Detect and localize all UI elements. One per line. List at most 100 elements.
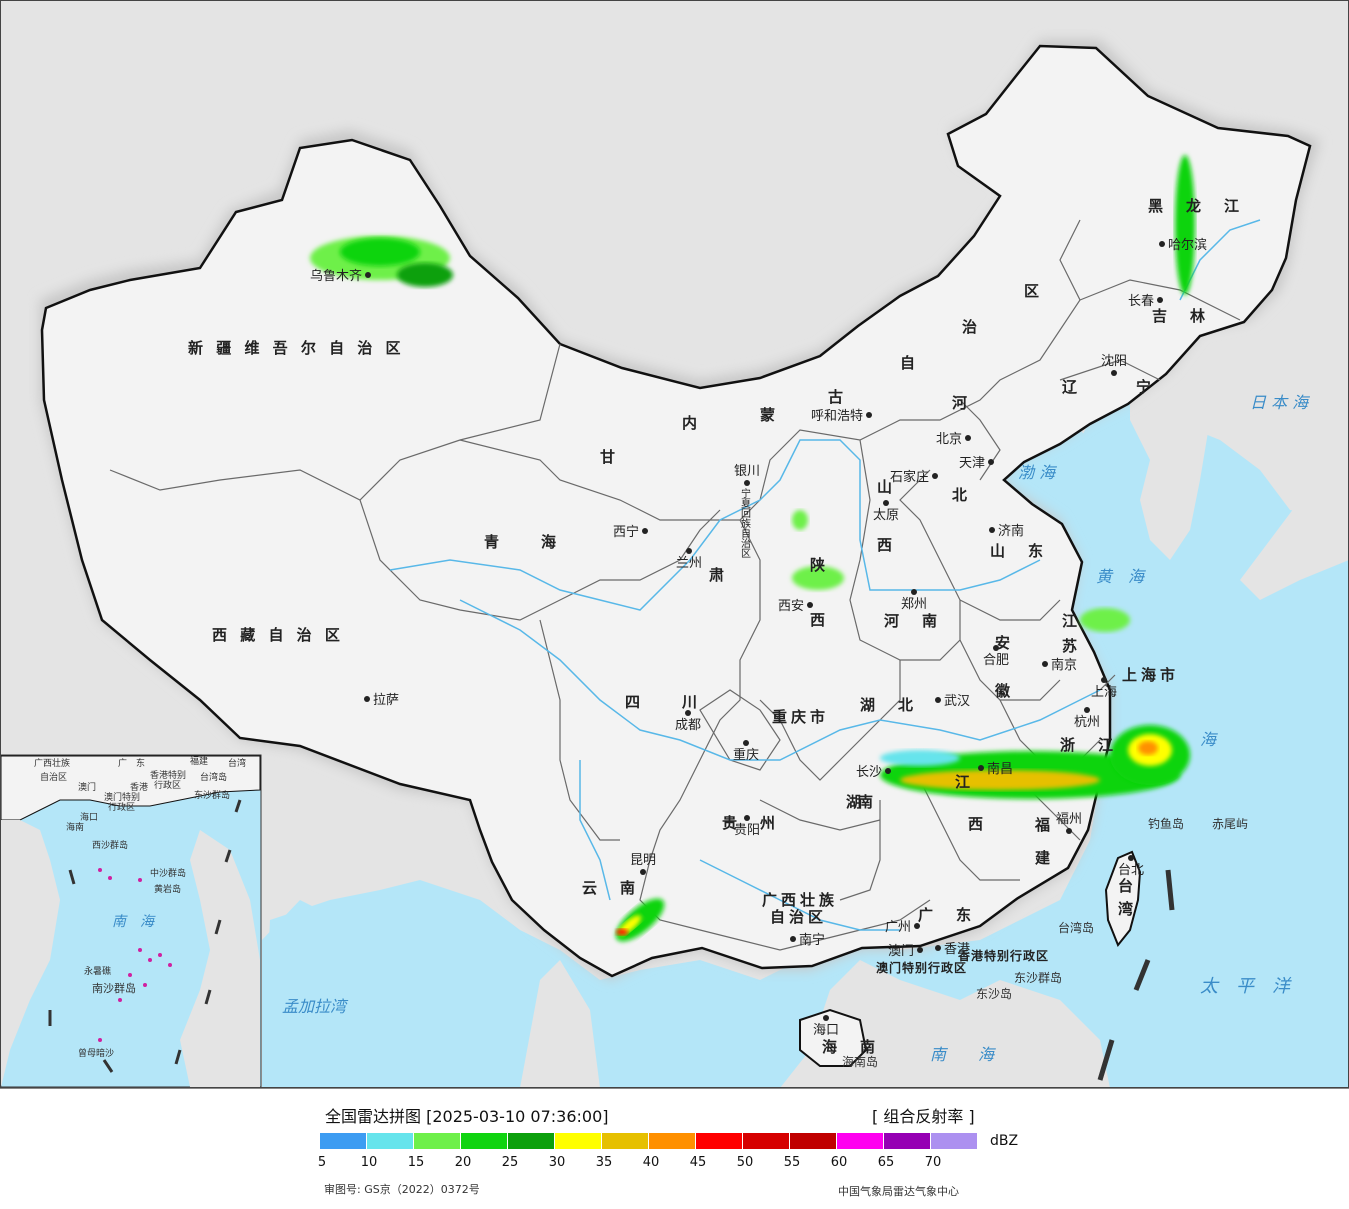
legend-swatch	[414, 1133, 461, 1149]
city-label: 南京	[1051, 657, 1077, 673]
legend-approval-number: 审图号: GS京（2022）0372号	[324, 1183, 480, 1196]
city-label: 西安	[778, 599, 804, 614]
label-gansu2: 肃	[709, 566, 728, 584]
label-guangxi1: 广西壮族	[762, 891, 838, 909]
city-label: 北京	[936, 432, 962, 447]
city-marker	[1157, 297, 1163, 303]
legend-swatch	[884, 1133, 931, 1149]
legend-tick-label: 10	[360, 1155, 378, 1170]
label-gansu: 甘	[600, 448, 619, 466]
echo-yunnan-red	[616, 929, 628, 935]
label-guizhou: 贵 州	[722, 814, 779, 832]
label-neimenggu-2: 古	[828, 388, 847, 406]
city-marker	[823, 1015, 829, 1021]
legend-swatch	[649, 1133, 696, 1149]
label-shanxi1: 山	[877, 478, 896, 496]
label-neimenggu-3: 自	[900, 354, 919, 372]
echo-xinjiang-dark	[397, 263, 453, 287]
inset-label-guangdong: 广 东	[118, 757, 145, 769]
legend-product: [ 组合反射率 ]	[872, 1107, 975, 1126]
echo-jiangsu	[1080, 608, 1130, 632]
radar-mosaic-map: 新 疆 维 吾 尔 自 治 区 西 藏 自 治 区 青 海 甘 肃 四 川 云 …	[0, 0, 1349, 1088]
label-shanxi2: 西	[877, 536, 896, 554]
city-marker	[883, 500, 889, 506]
inset-label-nanhai: 南 海	[112, 914, 156, 930]
island-chiwei: 赤尾屿	[1212, 817, 1248, 831]
city-label: 济南	[998, 523, 1024, 539]
city-marker	[790, 936, 796, 942]
echo-zhejiang-orange	[1138, 741, 1158, 755]
japan-land	[1240, 290, 1349, 600]
label-shaanxi1: 陕	[810, 556, 829, 574]
city-label: 香港	[944, 942, 970, 957]
legend-swatch	[602, 1133, 649, 1149]
echo-jiangnan-blue	[880, 750, 960, 766]
radar-echoes	[310, 155, 1195, 942]
city-marker	[743, 740, 749, 746]
inset-label-nansha: 南沙群岛	[92, 981, 136, 995]
sea-huanghai: 黄 海	[1096, 567, 1146, 586]
inset-land-west	[1, 820, 60, 1087]
label-jiangxi2: 西	[968, 815, 987, 833]
city-label: 哈尔滨	[1168, 237, 1207, 253]
legend-swatch	[461, 1133, 508, 1149]
label-guangdong: 广 东	[918, 906, 975, 924]
city-marker	[1042, 661, 1048, 667]
city-marker	[1159, 241, 1165, 247]
inset-label-taiwan-island: 台湾岛	[200, 771, 227, 783]
city-label: 西宁	[613, 524, 639, 540]
legend-swatch	[320, 1133, 367, 1149]
city-marker	[993, 645, 999, 651]
inset-label-xisha: 西沙群岛	[92, 839, 128, 851]
legend-swatch	[790, 1133, 837, 1149]
city-label: 石家庄	[890, 469, 929, 485]
label-tibet: 西 藏 自 治 区	[212, 626, 344, 644]
echo-shaanxi-2	[792, 510, 808, 530]
city-marker	[744, 815, 750, 821]
city-label: 台北	[1118, 863, 1144, 878]
city-marker	[807, 602, 813, 608]
label-neimenggu-5: 区	[1024, 282, 1043, 300]
inset-dash	[48, 799, 242, 1073]
city-marker	[978, 765, 984, 771]
label-taiwan2: 湾	[1118, 900, 1137, 918]
city-marker	[932, 473, 938, 479]
province-labels: 新 疆 维 吾 尔 自 治 区 西 藏 自 治 区 青 海 甘 肃 四 川 云 …	[188, 197, 1239, 1056]
legend-tick-label: 50	[736, 1155, 754, 1170]
island-taiwan: 台湾岛	[1058, 920, 1094, 935]
label-jiangsu2: 苏	[1062, 637, 1081, 655]
city-label: 澳门	[888, 943, 914, 959]
sea-mengjialawan: 孟加拉湾	[282, 997, 349, 1016]
inset-label-zengmu: 曾母暗沙	[78, 1047, 114, 1059]
legend-tick-label: 5	[317, 1155, 327, 1170]
inset-label-macau: 澳门	[78, 781, 96, 793]
city-label: 长沙	[856, 765, 882, 780]
label-neimenggu-0: 内	[682, 414, 701, 432]
inset-label-huangyan: 黄岩岛	[154, 883, 181, 895]
city-marker	[914, 923, 920, 929]
city-label: 沈阳	[1101, 354, 1127, 369]
nine-dash-line	[1097, 869, 1175, 1081]
city-marker	[988, 459, 994, 465]
label-fujian2: 建	[1035, 849, 1054, 867]
city-marker	[866, 412, 872, 418]
island-dongsha2: 东沙岛	[976, 986, 1012, 1001]
city-marker	[885, 768, 891, 774]
city-label: 兰州	[676, 556, 702, 571]
label-hainan: 海 南	[822, 1038, 879, 1056]
legend-swatch	[555, 1133, 602, 1149]
sea-labels: 渤 海 黄 海 海 南 海 太 平 洋 日 本 海 孟加拉湾	[282, 393, 1310, 1064]
bay-of-bengal	[262, 900, 400, 1088]
island-labels: 钓鱼岛 赤尾屿 台湾岛 东沙群岛 东沙岛 海南岛	[842, 816, 1248, 1069]
city-label: 昆明	[630, 853, 656, 868]
echo-shaanxi	[792, 566, 844, 590]
city-marker	[744, 480, 750, 486]
echo-jiangnan-yellow	[900, 770, 1100, 790]
rivers	[389, 219, 1261, 931]
inset-label-yongshu: 永暑礁	[84, 965, 111, 977]
label-qinghai: 青 海	[484, 533, 560, 551]
legend-unit: dBZ	[990, 1133, 1019, 1149]
inset-label-fujian: 福建	[190, 755, 208, 767]
label-yunnan: 云 南	[582, 879, 639, 897]
inset-label-guangxi2: 自治区	[40, 771, 67, 783]
